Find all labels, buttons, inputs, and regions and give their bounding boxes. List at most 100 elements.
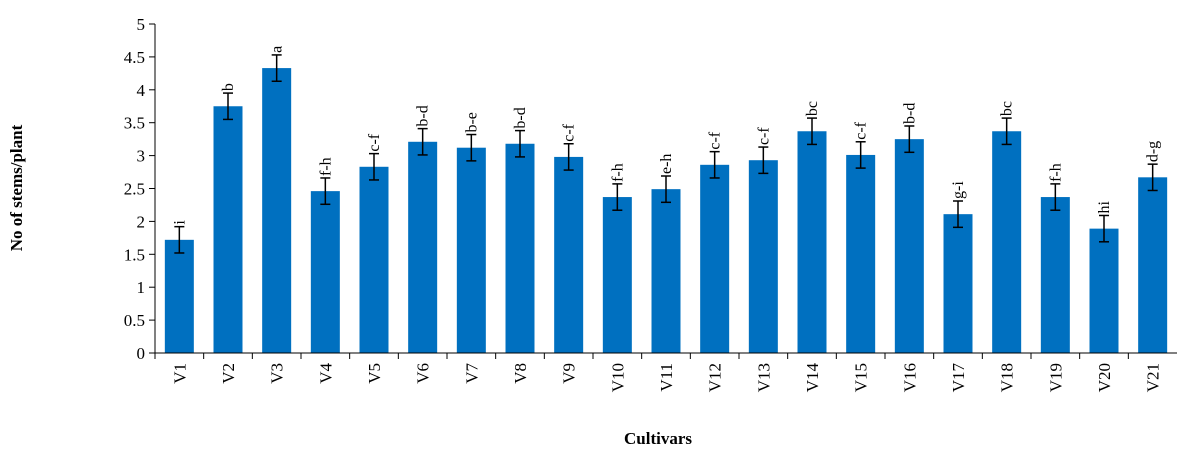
bar-v9 [554,156,584,353]
x-tick-label: V13 [754,363,773,392]
significance-label: bc [999,101,1016,116]
x-tick-label: V10 [608,363,627,392]
bar-v13 [748,160,778,353]
x-tick-label: V7 [462,363,481,384]
significance-label: b-e [463,112,480,132]
error-bar [1050,183,1061,211]
significance-label: hi [1096,200,1113,213]
significance-label: e-h [658,154,675,174]
significance-label: b-d [415,105,432,126]
bar-v8 [505,143,535,353]
bar-v18 [992,131,1022,353]
error-bars-group [174,54,1158,254]
bar-v14 [797,131,827,353]
x-tick-label: V3 [268,363,287,384]
significance-label: c-f [853,121,870,139]
bar-v17 [943,214,973,353]
significance-label: b-d [901,103,918,124]
significance-label: g-i [950,181,967,199]
y-tick-label: 2.5 [124,180,145,199]
bar-v2 [213,106,243,353]
y-tick-label: 0.5 [124,311,145,330]
y-tick-label: 0 [137,344,146,363]
bar-v21 [1138,177,1168,353]
error-bar [709,150,720,179]
error-bar [904,125,915,154]
y-tick-label: 1.5 [124,245,145,264]
bar-v6 [408,141,438,353]
significance-label: f-h [609,163,626,182]
significance-label: i [171,220,188,225]
bar-v19 [1040,197,1070,353]
y-tick-label: 4 [137,81,146,100]
error-bar [1001,117,1012,146]
bar-v3 [262,68,292,353]
y-tick-label: 3.5 [124,114,145,133]
x-tick-label: V16 [900,363,919,392]
error-bar [515,129,525,158]
y-tick-label: 1 [137,278,146,297]
bar-v16 [894,139,924,353]
significance-label: b [220,83,237,91]
bar-v20 [1089,228,1119,353]
error-bar [953,200,963,229]
significance-label: f-h [317,157,334,176]
x-tick-label: V21 [1144,363,1163,392]
x-tick-label: V8 [511,363,530,384]
y-tick-label: 3 [137,147,146,166]
significance-label: c-f [755,127,772,145]
bars-group [164,68,1168,353]
y-tick-label: 4.5 [124,48,145,67]
bar-v4 [310,191,340,353]
x-axis: V1 V2 V3 V4 V5 V6 V7 V8 V9 V10 V11 V12 V13 V14 V15 V16 V… [154,353,1163,393]
significance-label: f-h [1047,163,1064,182]
error-bar [466,133,477,162]
error-bar [417,127,428,156]
bar-v11 [651,189,681,353]
significance-label: c-f [366,133,383,151]
error-bar [1099,214,1109,243]
bar-v10 [602,197,632,353]
error-bar [612,183,623,211]
bar-v1 [164,239,194,353]
y-axis-title: No of stems/plant [7,124,26,251]
x-tick-label: V15 [852,363,871,392]
significance-letters-group: i b a f-h c-f b-d b-e b-d c-f f-h e-h c-f c-f bc c-f b-… [171,46,1161,225]
error-bar [223,92,233,121]
y-axis: 0 0.5 1 1.5 2 2.5 3 3.5 4 4.5 5 [124,15,155,363]
y-tick-label: 2 [137,212,146,231]
error-bar [320,177,331,206]
bar-v5 [359,166,389,353]
significance-label: a [269,46,286,53]
x-tick-label: V11 [657,363,676,392]
error-bar [855,141,866,169]
error-bar [563,143,574,171]
x-tick-label: V1 [170,363,189,384]
error-bar [661,175,671,204]
x-tick-label: V18 [998,363,1017,392]
y-tick-label: 5 [137,15,146,34]
x-tick-label: V12 [706,363,725,392]
error-bar [807,117,817,146]
error-bar [271,54,282,82]
x-tick-label: V17 [949,363,968,393]
significance-label: c-f [561,123,578,141]
x-tick-label: V9 [560,363,579,384]
bar-v7 [456,147,486,353]
error-bar [369,152,379,181]
significance-label: bc [804,101,821,116]
error-bar [174,225,185,254]
bar-v12 [700,164,730,353]
x-tick-label: V5 [365,363,384,384]
error-bar [758,146,769,175]
x-tick-label: V14 [803,363,822,393]
x-tick-label: V20 [1095,363,1114,392]
significance-label: c-f [707,131,724,149]
x-tick-label: V4 [316,363,335,384]
error-bar [1147,163,1158,192]
bar-v15 [846,154,876,353]
x-tick-label: V6 [414,363,433,384]
x-tick-label: V2 [219,363,238,384]
x-axis-title: Cultivars [624,429,692,448]
